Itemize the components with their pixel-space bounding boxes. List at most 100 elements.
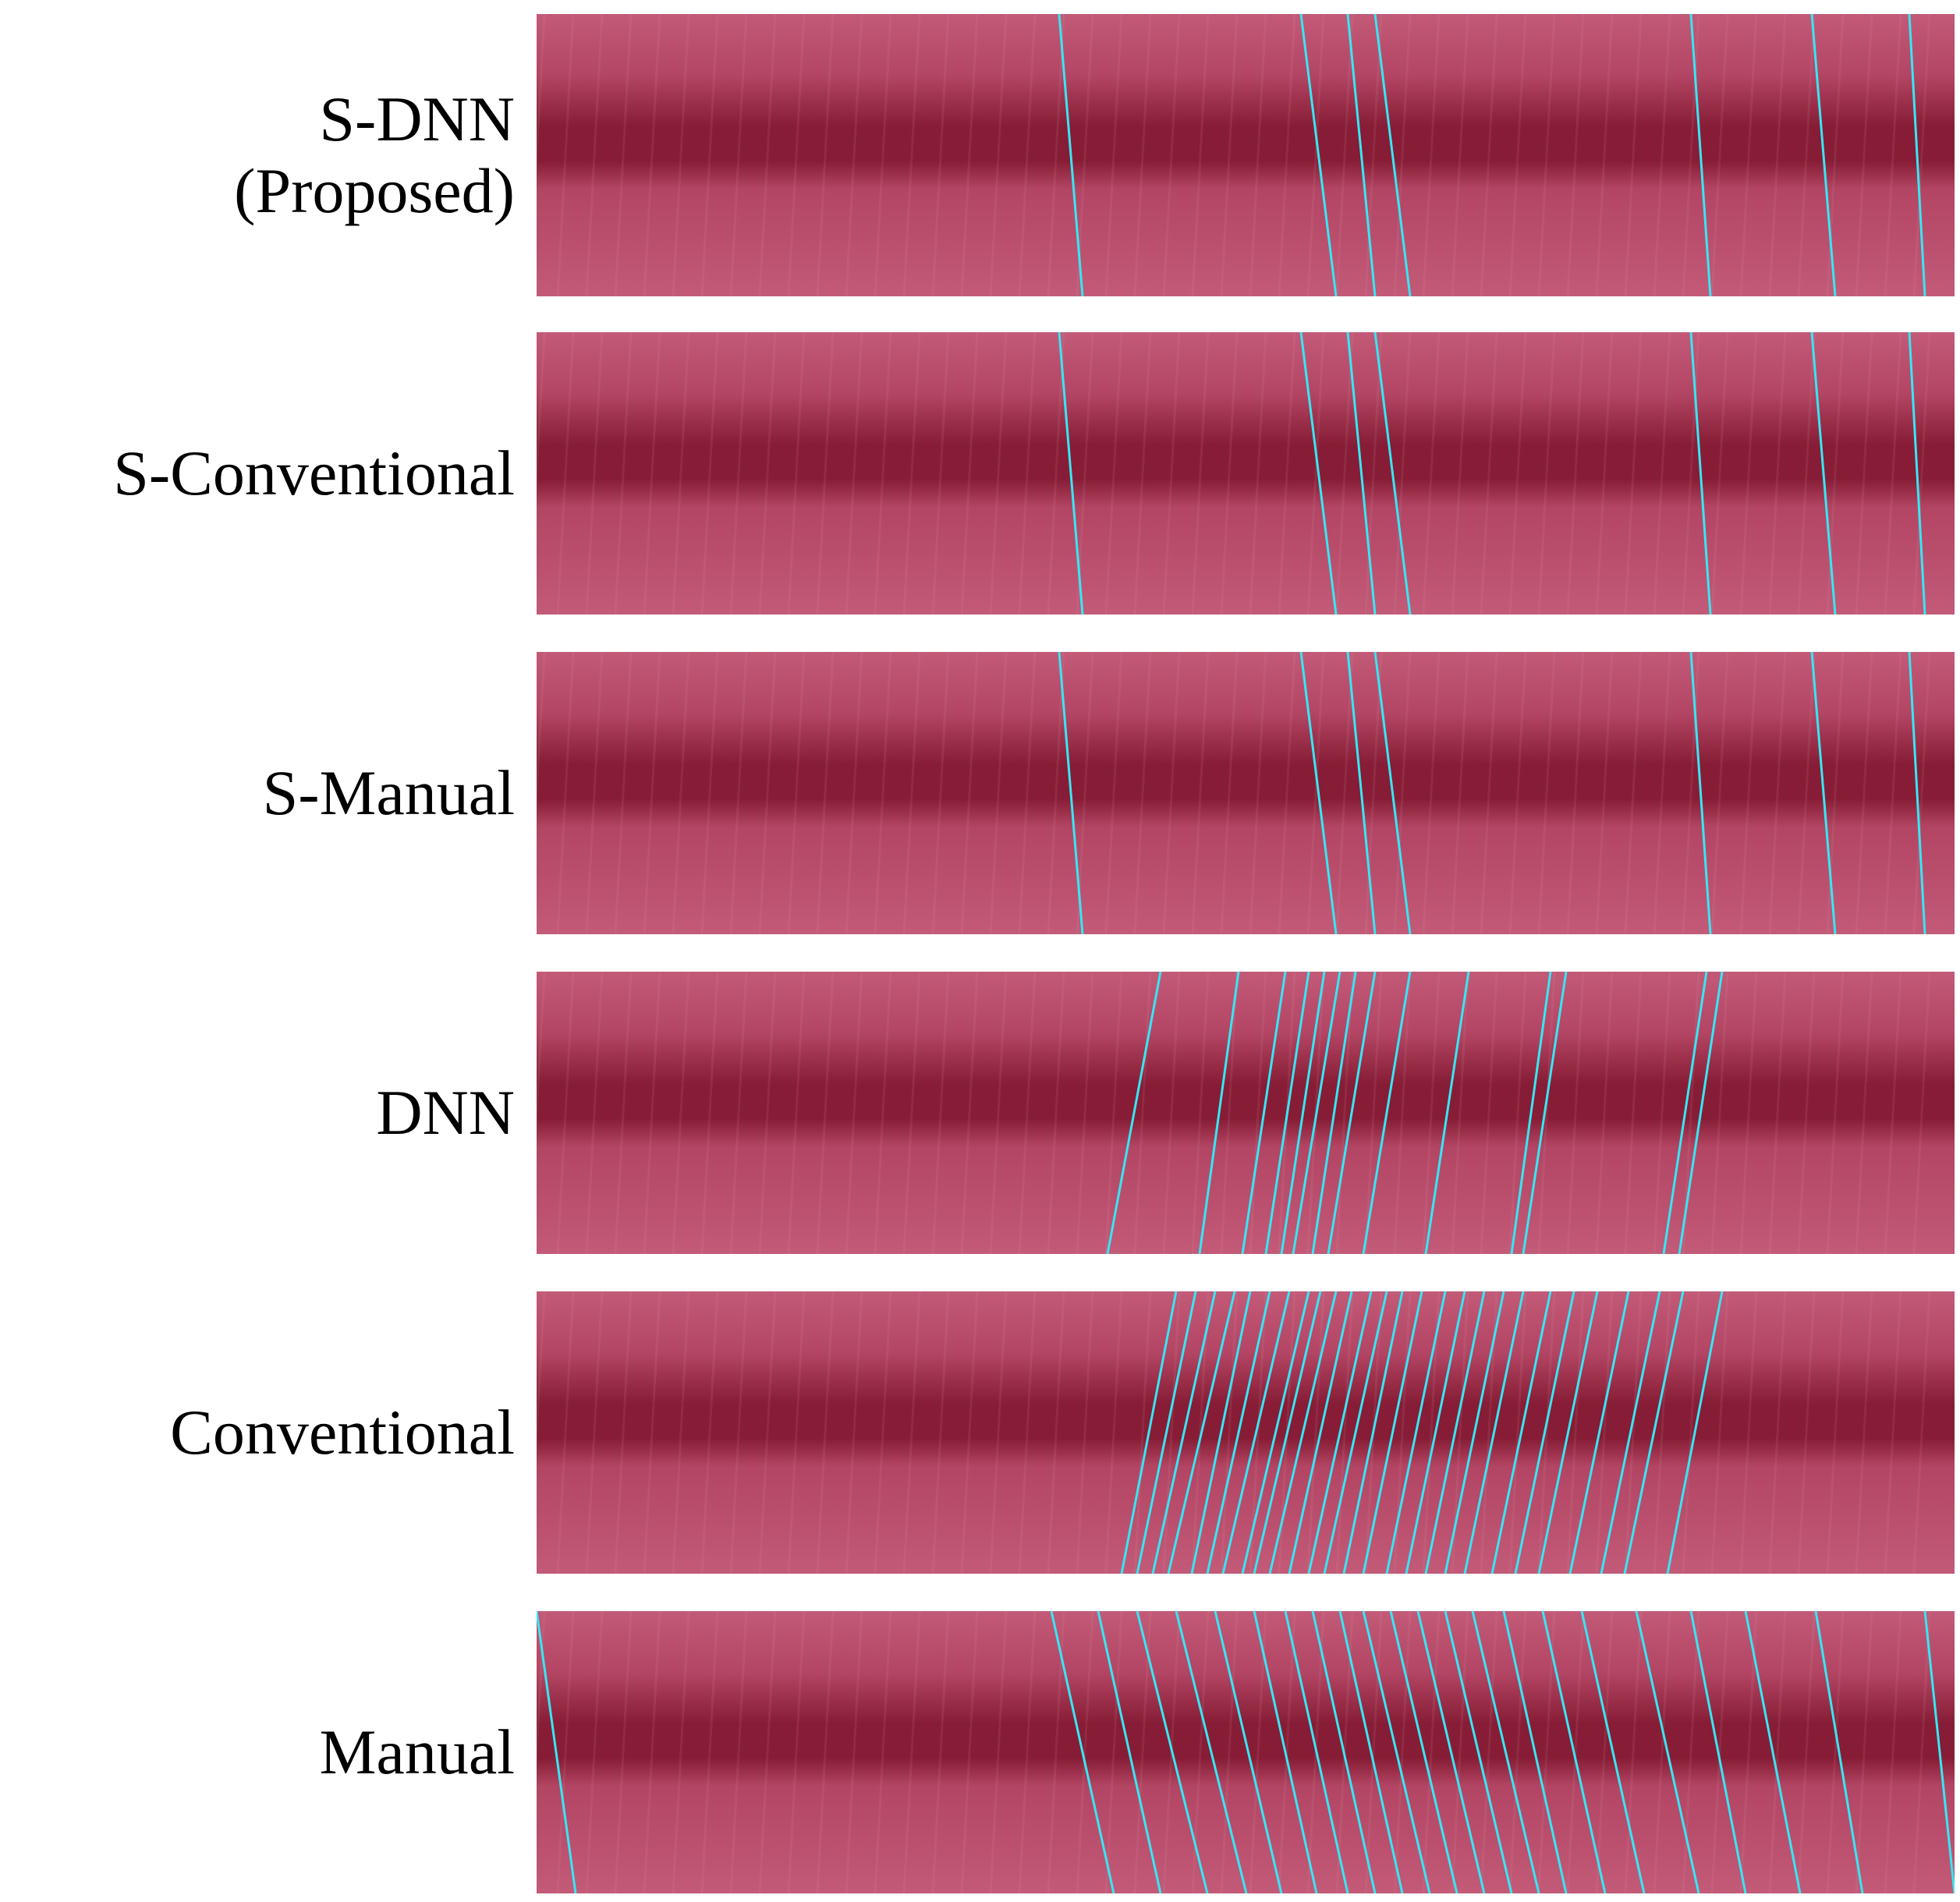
overlay-line: [1689, 14, 1712, 296]
overlay-line: [1346, 332, 1377, 615]
texture-streak: [614, 972, 633, 1254]
texture-streak: [537, 332, 546, 495]
texture-streak: [1768, 652, 1787, 934]
texture-streak: [729, 652, 748, 934]
result-image: [537, 652, 1955, 934]
texture-streak: [1047, 332, 1065, 615]
method-label: S-DNN (Proposed): [0, 14, 515, 296]
texture-streak: [874, 332, 892, 615]
texture-streak: [1364, 14, 1383, 296]
texture-streak: [874, 1291, 892, 1574]
overlay-line: [1689, 652, 1712, 934]
texture-streak: [643, 972, 661, 1254]
overlay-line: [1241, 1291, 1310, 1574]
texture-streak: [1306, 1291, 1325, 1574]
overlay-line: [1362, 972, 1412, 1254]
texture-streak: [1508, 972, 1527, 1254]
texture-streak: [1884, 652, 1902, 934]
texture-streak: [1595, 1611, 1614, 1893]
texture-streak: [758, 14, 777, 296]
texture-streak: [816, 14, 835, 296]
texture-streak: [1393, 972, 1412, 1254]
texture-streak: [1133, 1291, 1152, 1574]
overlay-line: [1120, 1291, 1178, 1574]
overlay-line: [1471, 1611, 1540, 1893]
overlay-line: [1689, 332, 1712, 615]
overlay-line: [1284, 1611, 1349, 1893]
texture-streak: [585, 14, 604, 296]
texture-streak: [1595, 1291, 1614, 1574]
texture-streak: [845, 332, 863, 615]
texture-streak: [1797, 1291, 1816, 1574]
texture-streak: [1653, 14, 1671, 296]
method-label-line: Manual: [319, 1716, 515, 1788]
texture-streak: [1682, 332, 1700, 615]
texture-streak: [1653, 652, 1671, 934]
method-label: S-Manual: [0, 652, 515, 934]
texture-streak: [1566, 1611, 1585, 1893]
texture-streak: [1912, 972, 1931, 1254]
texture-streak: [1104, 972, 1123, 1254]
texture-streak: [1884, 972, 1902, 1254]
overlay-line: [1221, 1291, 1291, 1574]
texture-streak: [1393, 1611, 1412, 1893]
texture-streak: [1739, 652, 1758, 934]
overlay-line: [1097, 1611, 1162, 1893]
texture-streak: [1566, 1291, 1585, 1574]
texture-streak: [1826, 1611, 1845, 1893]
texture-streak: [1826, 1291, 1845, 1574]
texture-streak: [1451, 1611, 1469, 1893]
overlay-line: [1346, 14, 1377, 296]
texture-streak: [1653, 332, 1671, 615]
texture-streak: [1422, 1611, 1441, 1893]
overlay-line: [1167, 1291, 1236, 1574]
texture-streak: [902, 972, 921, 1254]
texture-streak: [816, 972, 835, 1254]
texture-streak: [1249, 14, 1267, 296]
texture-streak: [537, 1611, 546, 1774]
texture-streak: [874, 652, 892, 934]
texture-streak: [700, 1611, 719, 1893]
overlay-line: [1600, 1291, 1661, 1574]
texture-streak: [816, 652, 835, 934]
texture-streak: [1133, 14, 1152, 296]
texture-streak: [1364, 652, 1383, 934]
overlay-line: [1280, 972, 1326, 1254]
overlay-line: [1323, 1291, 1388, 1574]
texture-streak: [1047, 972, 1065, 1254]
texture-streak: [1768, 14, 1787, 296]
texture-streak: [1393, 332, 1412, 615]
texture-streak: [672, 332, 690, 615]
overlay-line: [1264, 972, 1310, 1254]
texture-streak: [1191, 332, 1210, 615]
texture-streak: [787, 14, 806, 296]
result-image-panel: [537, 652, 1955, 934]
texture-streak: [1855, 1291, 1873, 1574]
texture-streak: [1076, 1291, 1094, 1574]
texture-streak: [556, 1291, 575, 1574]
texture-streak: [1710, 1611, 1729, 1893]
texture-streak: [787, 1611, 806, 1893]
texture-streak: [960, 332, 979, 615]
texture-streak: [931, 14, 950, 296]
texture-streak: [1739, 332, 1758, 615]
texture-streak: [845, 972, 863, 1254]
texture-streak: [902, 332, 921, 615]
texture-streak: [1335, 14, 1354, 296]
texture-streak: [1047, 652, 1065, 934]
texture-streak: [672, 14, 690, 296]
texture-streak: [1624, 1291, 1643, 1574]
texture-streak: [1537, 972, 1556, 1254]
texture-streak: [585, 1611, 604, 1893]
result-image: [537, 1611, 1955, 1893]
texture-streak: [1624, 1611, 1643, 1893]
overlay-line: [1136, 1611, 1209, 1893]
texture-streak: [1422, 652, 1441, 934]
texture-streak: [672, 1291, 690, 1574]
texture-streak: [1537, 14, 1556, 296]
overlay-line: [1405, 1291, 1466, 1574]
texture-streak: [1797, 14, 1816, 296]
texture-streak: [1884, 1291, 1902, 1574]
texture-streak: [556, 1611, 575, 1893]
overlay-line: [1810, 652, 1837, 934]
